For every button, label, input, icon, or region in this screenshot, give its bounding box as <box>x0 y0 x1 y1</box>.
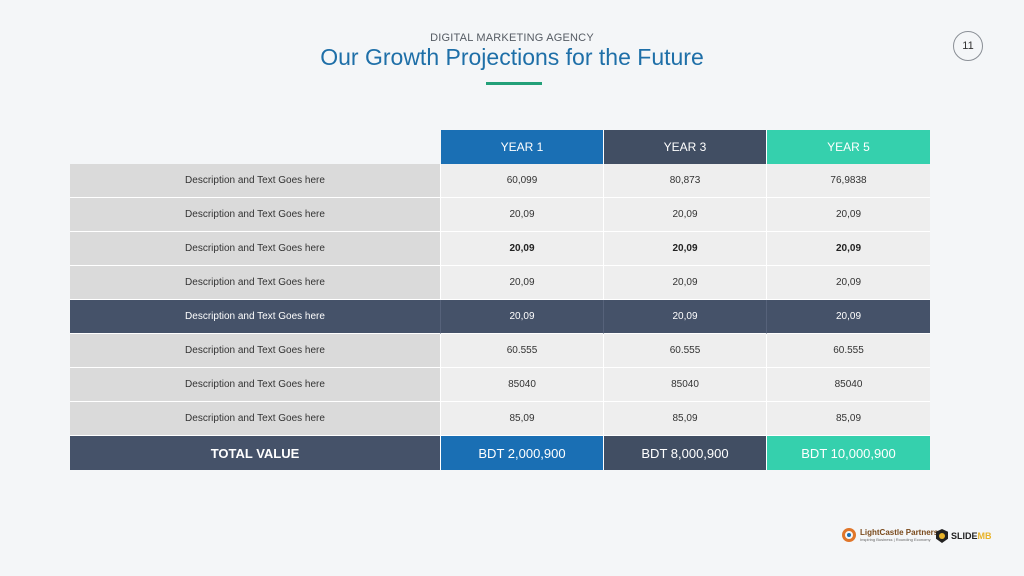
cell-year-1: 85,09 <box>441 402 604 436</box>
lightcastle-logo: LightCastle Partners Inspiring Business … <box>842 528 938 542</box>
cell-year-5: 60.555 <box>767 334 930 368</box>
cell-year-1: 20,09 <box>441 198 604 232</box>
table-row: Description and Text Goes here 85040 850… <box>70 368 930 402</box>
page-number: 11 <box>953 31 983 61</box>
slidemb-logo: SLIDEMB <box>936 529 992 543</box>
table-row: Description and Text Goes here 60,099 80… <box>70 164 930 198</box>
table-row: Description and Text Goes here 85,09 85,… <box>70 402 930 436</box>
cell-year-5: 20,09 <box>767 232 930 266</box>
cell-year-5: 20,09 <box>767 198 930 232</box>
cell-year-5: 76,9838 <box>767 164 930 198</box>
column-header-year-1: YEAR 1 <box>441 130 604 164</box>
lightcastle-tagline: Inspiring Business | Rounding Economy <box>860 536 931 542</box>
cell-year-1: 20,09 <box>441 232 604 266</box>
cell-year-3: 85,09 <box>604 402 767 436</box>
cell-year-1: 20,09 <box>441 266 604 300</box>
total-year-1: BDT 2,000,900 <box>441 436 604 470</box>
table-header-row: YEAR 1 YEAR 3 YEAR 5 <box>70 130 930 164</box>
table-row: Description and Text Goes here 20,09 20,… <box>70 266 930 300</box>
slidemb-shield-icon <box>936 529 948 543</box>
row-label: Description and Text Goes here <box>70 368 441 402</box>
agency-label: DIGITAL MARKETING AGENCY <box>430 32 594 44</box>
cell-year-1: 60.555 <box>441 334 604 368</box>
cell-year-3: 60.555 <box>604 334 767 368</box>
cell-year-1: 85040 <box>441 368 604 402</box>
total-year-5: BDT 10,000,900 <box>767 436 930 470</box>
cell-year-5: 20,09 <box>767 266 930 300</box>
cell-year-3: 20,09 <box>604 300 767 334</box>
projection-table: YEAR 1 YEAR 3 YEAR 5 Description and Tex… <box>70 130 930 470</box>
cell-year-5: 85040 <box>767 368 930 402</box>
cell-year-5: 85,09 <box>767 402 930 436</box>
header-blank-cell <box>70 130 441 164</box>
row-label: Description and Text Goes here <box>70 334 441 368</box>
total-year-3: BDT 8,000,900 <box>604 436 767 470</box>
cell-year-3: 85040 <box>604 368 767 402</box>
row-label: Description and Text Goes here <box>70 300 441 334</box>
cell-year-1: 20,09 <box>441 300 604 334</box>
lightcastle-name: LightCastle Partners <box>860 527 939 537</box>
row-label: Description and Text Goes here <box>70 164 441 198</box>
table-row: Description and Text Goes here 20,09 20,… <box>70 198 930 232</box>
row-label: Description and Text Goes here <box>70 266 441 300</box>
total-label: TOTAL VALUE <box>70 436 441 470</box>
row-label: Description and Text Goes here <box>70 402 441 436</box>
slidemb-suffix: MB <box>977 531 992 541</box>
column-header-year-3: YEAR 3 <box>604 130 767 164</box>
cell-year-1: 60,099 <box>441 164 604 198</box>
row-label: Description and Text Goes here <box>70 198 441 232</box>
page-title: Our Growth Projections for the Future <box>320 44 704 70</box>
table-row-highlighted: Description and Text Goes here 20,09 20,… <box>70 300 930 334</box>
cell-year-5: 20,09 <box>767 300 930 334</box>
slidemb-wordmark: SLIDEMB <box>951 531 992 541</box>
table-row: Description and Text Goes here 20,09 20,… <box>70 232 930 266</box>
column-header-year-5: YEAR 5 <box>767 130 930 164</box>
cell-year-3: 20,09 <box>604 266 767 300</box>
table-row: Description and Text Goes here 60.555 60… <box>70 334 930 368</box>
cell-year-3: 20,09 <box>604 198 767 232</box>
cell-year-3: 80,873 <box>604 164 767 198</box>
row-label: Description and Text Goes here <box>70 232 441 266</box>
lightcastle-mark-icon <box>842 528 856 542</box>
cell-year-3: 20,09 <box>604 232 767 266</box>
slidemb-prefix: SLIDE <box>951 531 978 541</box>
lightcastle-wordmark: LightCastle Partners Inspiring Business … <box>860 527 939 542</box>
title-underline <box>486 82 542 85</box>
total-row: TOTAL VALUE BDT 2,000,900 BDT 8,000,900 … <box>70 436 930 470</box>
